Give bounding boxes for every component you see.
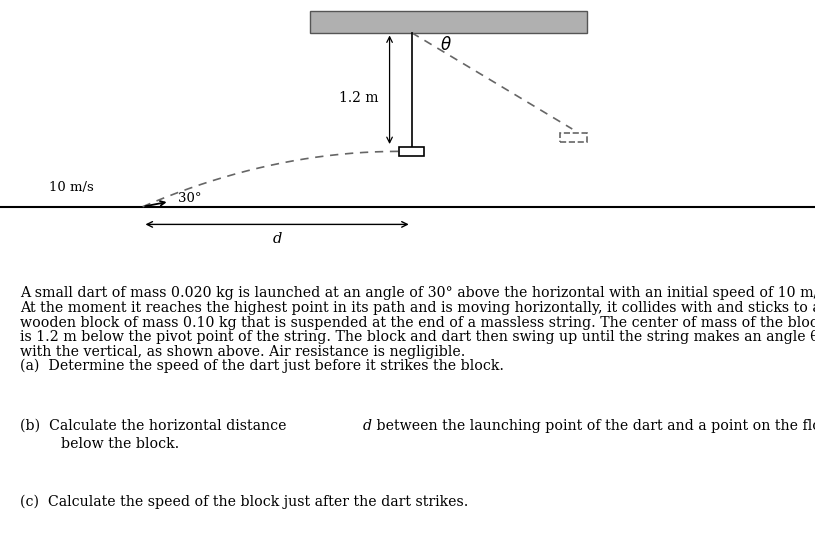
Text: At the moment it reaches the highest point in its path and is moving horizontall: At the moment it reaches the highest poi…	[20, 300, 815, 314]
Bar	[560, 133, 587, 143]
Text: (c)  Calculate the speed of the block just after the dart strikes.: (c) Calculate the speed of the block jus…	[20, 495, 469, 509]
Text: is 1.2 m below the pivot point of the string. The block and dart then swing up u: is 1.2 m below the pivot point of the st…	[20, 331, 815, 344]
Text: A small dart of mass 0.020 kg is launched at an angle of 30° above the horizonta: A small dart of mass 0.020 kg is launche…	[20, 286, 815, 300]
Text: between the launching point of the dart and a point on the floor directly: between the launching point of the dart …	[372, 419, 815, 433]
Text: wooden block of mass 0.10 kg that is suspended at the end of a massless string. : wooden block of mass 0.10 kg that is sus…	[20, 316, 815, 330]
Text: with the vertical, as shown above. Air resistance is negligible.: with the vertical, as shown above. Air r…	[20, 345, 465, 360]
Text: 1.2 m: 1.2 m	[340, 91, 379, 105]
Bar	[399, 147, 424, 156]
Text: d: d	[272, 232, 282, 246]
Text: 10 m/s: 10 m/s	[49, 182, 94, 195]
Text: $\theta$: $\theta$	[440, 36, 452, 54]
Text: (a)  Determine the speed of the dart just before it strikes the block.: (a) Determine the speed of the dart just…	[20, 359, 504, 373]
Bar	[310, 11, 587, 33]
Text: below the block.: below the block.	[61, 436, 179, 450]
Text: 30°: 30°	[178, 191, 201, 205]
Text: d: d	[363, 419, 372, 433]
Text: (b)  Calculate the horizontal distance: (b) Calculate the horizontal distance	[20, 419, 292, 433]
